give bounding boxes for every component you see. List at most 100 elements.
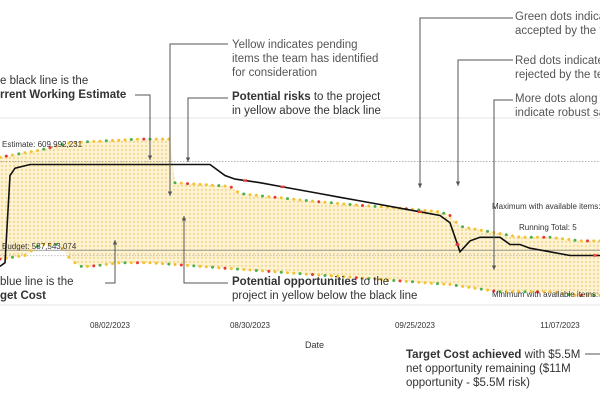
- maximum-boundary-dot: [42, 147, 46, 151]
- maximum-boundary-dot: [198, 182, 202, 186]
- minimum-boundary-dot: [517, 290, 521, 294]
- minimum-boundary-dot: [304, 272, 308, 276]
- minimum-boundary-dot: [492, 289, 496, 293]
- minimum-boundary-dot: [0, 257, 2, 261]
- maximum-boundary-dot: [273, 195, 277, 199]
- minimum-boundary-dot: [198, 264, 202, 268]
- budget-ref-label: Budget: 587,543,074: [2, 242, 77, 251]
- maximum-boundary-dot: [373, 204, 377, 208]
- maximum-boundary-dot: [517, 235, 521, 239]
- maximum-boundary-dot: [486, 229, 489, 233]
- minimum-boundary-dot: [542, 290, 546, 294]
- arrow-green-dots: [419, 17, 513, 188]
- maximum-boundary-dot: [154, 137, 158, 141]
- minimum-boundary-dot: [217, 266, 221, 270]
- maximum-boundary-dot: [304, 199, 308, 202]
- minimum-boundary-dot: [573, 294, 577, 297]
- maximum-boundary: [0, 137, 600, 243]
- maximum-boundary-dot: [61, 143, 64, 146]
- minimum-boundary-dot: [292, 271, 296, 275]
- running-ref-label: Running Total: 5: [519, 223, 577, 232]
- maximum-boundary-dot: [498, 232, 502, 236]
- minimum-boundary-dot: [73, 261, 77, 265]
- minimum-boundary-dot: [17, 254, 21, 258]
- minimum-boundary-dot: [254, 269, 258, 272]
- minimum-boundary-dot: [442, 282, 446, 286]
- maximum-boundary-dot: [292, 197, 296, 201]
- minimum-boundary-dot: [154, 261, 158, 265]
- minimum-boundary-dot: [167, 262, 171, 266]
- maximum-boundary-dot: [279, 196, 283, 200]
- maximum-boundary-dot: [129, 138, 133, 141]
- maximum-boundary-dot: [104, 139, 108, 143]
- minimum-boundary-dot: [336, 274, 339, 278]
- minimum-boundary-dot: [373, 277, 377, 281]
- maximum-ref-label: Maximum with available items: 5: [492, 202, 600, 211]
- minimum-boundary-dot: [536, 290, 539, 294]
- maximum-boundary-dot: [454, 220, 458, 224]
- minimum-boundary-dot: [23, 254, 27, 257]
- minimum-boundary-dot: [567, 293, 571, 296]
- minimum-boundary-dot: [329, 274, 333, 278]
- minimum-boundary-dot: [261, 269, 264, 273]
- annotation-more-dots: More dots along t indicate robust sa: [515, 93, 600, 119]
- maximum-boundary-dot: [98, 139, 102, 143]
- minimum-boundary-dot: [273, 270, 277, 274]
- maximum-boundary-dot: [204, 183, 208, 187]
- maximum-boundary-dot: [523, 235, 527, 239]
- minimum-boundary-dot: [148, 261, 152, 265]
- minimum-boundary-dot: [586, 294, 589, 297]
- arrow-green-dots-head: [417, 183, 423, 188]
- minimum-boundary-dot: [67, 255, 71, 259]
- minimum-ref-label: Minimum with available items: 5: [492, 290, 600, 299]
- maximum-boundary-dot: [123, 138, 127, 142]
- x-tick-label: 08/02/2023: [90, 321, 131, 330]
- maximum-boundary-dot: [548, 235, 552, 239]
- minimum-boundary-dot: [42, 243, 46, 246]
- maximum-boundary-dot: [217, 184, 221, 188]
- x-tick-label: 08/30/2023: [230, 321, 271, 330]
- minimum-boundary-dot: [348, 275, 352, 279]
- maximum-boundary-dot: [173, 181, 177, 185]
- maximum-boundary-dot: [286, 197, 289, 201]
- opportunity-risk-band: [0, 139, 600, 296]
- maximum-boundary-dot: [536, 235, 539, 239]
- maximum-boundary-dot: [73, 141, 77, 144]
- maximum-boundary-dot: [54, 144, 58, 148]
- minimum-boundary-dot: [523, 290, 527, 294]
- arrow-more-dots-head: [491, 265, 497, 270]
- annotation-yellow-pending: Yellow indicates pending items the team …: [232, 39, 379, 79]
- maximum-boundary-dot: [267, 195, 271, 199]
- minimum-boundary-dot: [129, 261, 133, 265]
- maximum-boundary-dot: [317, 200, 321, 204]
- maximum-boundary-dot: [92, 140, 96, 143]
- maximum-boundary-dot: [0, 155, 2, 159]
- estimate-marker: [243, 179, 247, 182]
- minimum-boundary-dot: [242, 268, 246, 271]
- minimum-boundary-dot: [98, 263, 102, 267]
- maximum-boundary-dot: [79, 140, 83, 144]
- minimum-boundary-dot: [267, 269, 271, 273]
- arrow-yellow-pending: [169, 43, 228, 196]
- minimum-boundary-dot: [392, 279, 396, 282]
- minimum-boundary-dot: [61, 246, 64, 250]
- maximum-boundary-dot: [223, 184, 227, 188]
- minimum-boundary-dot: [36, 244, 39, 248]
- annotation-black-line: e black line is the rrent Working Estima…: [0, 75, 127, 101]
- arrow-potential-risks-head: [185, 157, 191, 162]
- minimum-boundary-dot: [54, 243, 58, 246]
- minimum-boundary-dot: [192, 264, 196, 268]
- arrow-red-dots: [457, 59, 513, 186]
- maximum-boundary-dot: [23, 151, 27, 155]
- maximum-boundary-dot: [379, 205, 383, 209]
- minimum-boundary-dot: [29, 249, 33, 253]
- minimum-boundary-dot: [342, 275, 346, 279]
- minimum-boundary-dot: [211, 265, 214, 269]
- maximum-boundary-dot: [11, 153, 14, 157]
- maximum-boundary-dot: [67, 141, 71, 145]
- minimum-boundary-dot: [204, 265, 208, 269]
- maximum-boundary-dot: [567, 238, 571, 241]
- minimum-boundary-dot: [479, 287, 483, 291]
- minimum-boundary-dot: [104, 262, 108, 266]
- minimum-boundary: [0, 243, 600, 297]
